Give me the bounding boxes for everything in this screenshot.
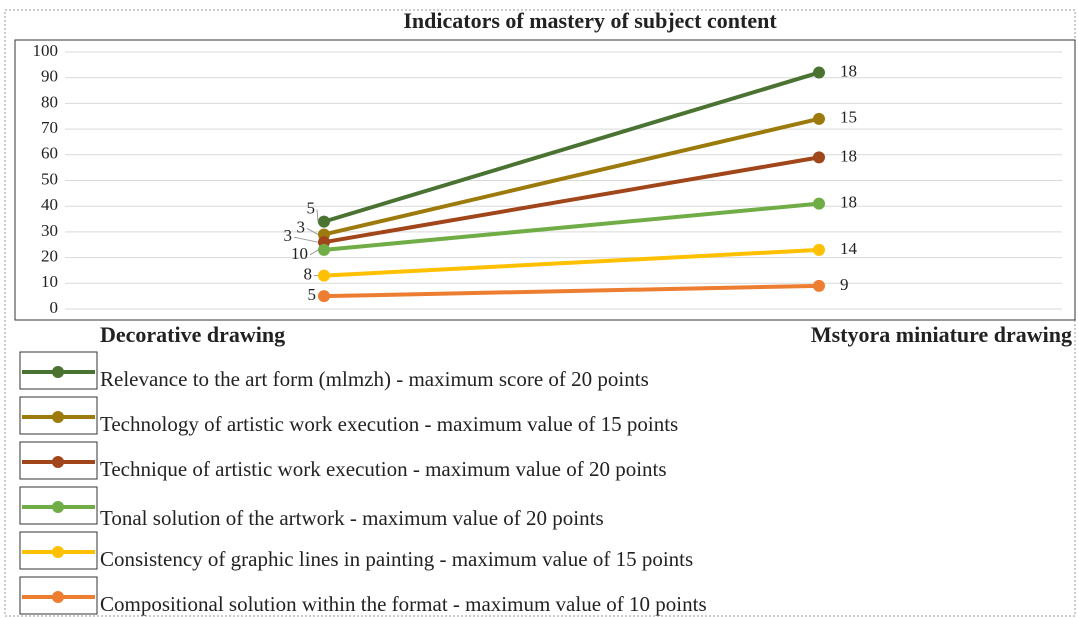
series-line	[323, 283, 820, 299]
y-tick-label: 90	[41, 67, 58, 86]
data-point	[813, 197, 825, 210]
legend-label: Tonal solution of the artwork - maximum …	[100, 506, 604, 530]
legend-label: Technology of artistic work execution - …	[100, 412, 678, 436]
data-point	[813, 151, 825, 164]
legend-box	[19, 351, 98, 390]
data-label: 15	[840, 108, 857, 127]
plot-border	[14, 39, 1076, 321]
legend-marker	[52, 591, 64, 603]
data-label: 18	[840, 193, 857, 212]
leader-line	[309, 249, 319, 256]
data-point	[318, 269, 330, 282]
legend-box	[19, 441, 98, 480]
y-tick-label: 70	[41, 118, 58, 137]
y-tick-label: 50	[41, 169, 58, 188]
x-category-label: Mstyora miniature drawing	[811, 322, 1072, 347]
legend-box	[19, 531, 98, 570]
data-point	[813, 279, 825, 292]
leader-line	[293, 236, 319, 243]
y-tick-label: 80	[41, 92, 58, 111]
data-label: 3	[284, 226, 293, 245]
data-label: 9	[840, 275, 849, 294]
legend-marker	[52, 501, 64, 513]
series-line	[323, 155, 820, 245]
y-tick-label: 40	[41, 195, 58, 214]
legend-box	[19, 396, 98, 435]
data-label: 5	[308, 285, 317, 304]
series-line	[323, 116, 820, 237]
y-tick-label: 20	[41, 247, 58, 266]
y-tick-label: 100	[33, 41, 59, 60]
data-point	[318, 290, 330, 303]
leader-line	[306, 228, 319, 235]
series-line	[323, 247, 820, 278]
legend-label: Compositional solution within the format…	[100, 592, 707, 616]
legend-marker	[52, 546, 64, 558]
legend-marker	[52, 411, 64, 423]
data-label: 14	[840, 239, 858, 258]
y-tick-label: 0	[50, 298, 59, 317]
data-label: 8	[304, 264, 313, 283]
data-point	[813, 112, 825, 125]
legend-marker	[52, 456, 64, 468]
legend-box	[19, 486, 98, 525]
chart-title: Indicators of mastery of subject content	[403, 8, 777, 33]
data-point	[813, 66, 825, 79]
leader-line	[316, 209, 319, 222]
y-tick-label: 30	[41, 221, 58, 240]
series-line	[323, 70, 820, 224]
y-tick-label: 60	[41, 144, 58, 163]
data-point	[318, 243, 330, 256]
data-point	[813, 243, 825, 256]
series-line	[323, 201, 820, 252]
data-label: 18	[840, 146, 857, 165]
data-label: 10	[291, 244, 308, 263]
legend-marker	[52, 366, 64, 378]
x-category-label: Decorative drawing	[100, 322, 285, 347]
legend-label: Consistency of graphic lines in painting…	[100, 547, 693, 571]
legend-label: Technique of artistic work execution - m…	[100, 457, 667, 481]
data-label: 18	[840, 61, 857, 80]
data-label: 5	[307, 199, 316, 218]
data-label: 3	[297, 217, 306, 236]
data-point	[318, 215, 330, 228]
legend-box	[19, 576, 98, 615]
legend-label: Relevance to the art form (mlmzh) - maxi…	[100, 367, 649, 391]
y-tick-label: 10	[41, 272, 58, 291]
